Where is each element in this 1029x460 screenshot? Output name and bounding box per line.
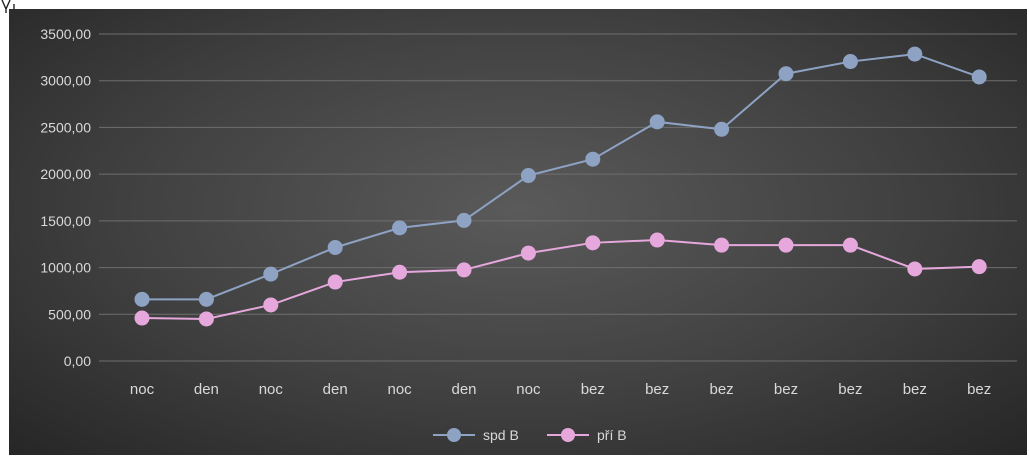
- legend-marker: [561, 428, 575, 442]
- x-tick-label: bez: [967, 381, 991, 398]
- y-tick-label: 3000,00: [40, 73, 91, 89]
- legend-label: pří B: [597, 427, 627, 443]
- x-tick-label: bez: [903, 381, 927, 398]
- x-tick-label: noc: [516, 381, 541, 398]
- data-point: [778, 237, 794, 253]
- data-point: [778, 66, 794, 82]
- data-point: [134, 291, 150, 307]
- data-point: [198, 291, 214, 307]
- data-point: [842, 237, 858, 253]
- data-point: [392, 220, 408, 236]
- data-point: [520, 245, 536, 261]
- series-line: [141, 239, 980, 320]
- y-tick-label: 500,00: [48, 306, 91, 322]
- data-point: [327, 274, 343, 290]
- data-point: [714, 121, 730, 137]
- x-tick-label: bez: [774, 381, 798, 398]
- y-tick-label: 3500,00: [40, 26, 91, 42]
- x-tick-label: noc: [130, 381, 155, 398]
- data-point: [907, 46, 923, 62]
- data-point: [649, 232, 665, 248]
- data-point: [392, 264, 408, 280]
- x-tick-label: bez: [581, 381, 605, 398]
- data-point: [971, 69, 987, 85]
- x-tick-label: bez: [838, 381, 862, 398]
- data-point: [456, 212, 472, 228]
- series-line: [142, 53, 980, 301]
- data-point: [263, 266, 279, 282]
- data-point: [907, 261, 923, 277]
- data-point: [714, 237, 730, 253]
- y-tick-label: 1500,00: [40, 213, 91, 229]
- data-point: [842, 54, 858, 70]
- data-point: [134, 310, 150, 326]
- data-point: [585, 235, 601, 251]
- legend-marker: [447, 428, 461, 442]
- x-tick-label: noc: [388, 381, 413, 398]
- data-point: [649, 114, 665, 130]
- y-tick-label: 1000,00: [40, 260, 91, 276]
- legend-label: spd B: [483, 427, 519, 443]
- data-point: [971, 259, 987, 275]
- x-tick-label: den: [323, 381, 348, 398]
- y-tick-label: 2000,00: [40, 166, 91, 182]
- x-tick-label: bez: [710, 381, 734, 398]
- y-tick-label: 0,00: [64, 353, 91, 369]
- y-tick-label: 2500,00: [40, 119, 91, 135]
- x-tick-label: bez: [645, 381, 669, 398]
- data-point: [585, 151, 601, 167]
- data-point: [456, 262, 472, 278]
- x-tick-label: den: [451, 381, 476, 398]
- data-point: [520, 168, 536, 184]
- chart-area: 0,00 500,00 1000,00 1500,00 2000,00 2500,00 30…: [9, 9, 1027, 455]
- data-point: [263, 297, 279, 313]
- data-point: [198, 311, 214, 327]
- data-point: [327, 239, 343, 255]
- x-tick-label: den: [194, 381, 219, 398]
- x-tick-label: noc: [259, 381, 284, 398]
- line-chart: 0,00 500,00 1000,00 1500,00 2000,00 2500,00 30…: [40, 26, 1017, 443]
